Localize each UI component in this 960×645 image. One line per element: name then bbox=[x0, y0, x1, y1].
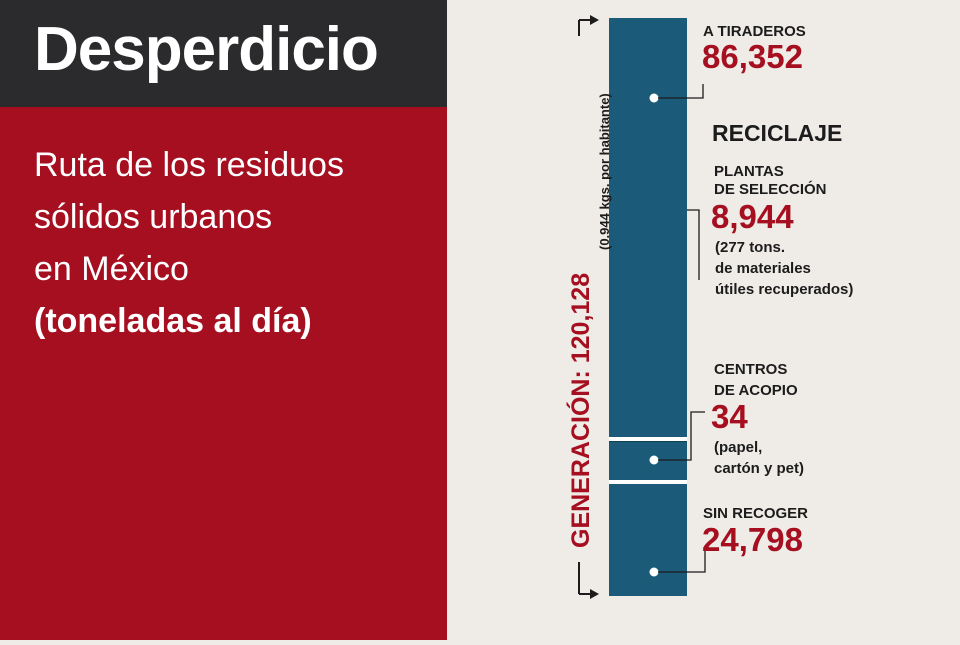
subtitle-line-1: Ruta de los residuos bbox=[34, 146, 344, 184]
segment-label-4-line-1: SIN RECOGER bbox=[703, 505, 808, 522]
bracket-bottom-arrow bbox=[590, 589, 599, 599]
dot-acopio bbox=[649, 455, 659, 465]
leader-sin-recoger bbox=[658, 548, 706, 573]
leader-acopio bbox=[658, 411, 705, 461]
segment-note-3-line-2: cartón y pet) bbox=[714, 460, 804, 477]
subtitle-panel: Ruta de los residuos sólidos urbanos en … bbox=[0, 107, 447, 640]
title-bar: Desperdicio bbox=[0, 0, 447, 107]
generation-bar bbox=[609, 18, 687, 596]
segment-value-2: 8,944 bbox=[711, 198, 794, 235]
segment-note-2-line-2: de materiales bbox=[715, 260, 811, 277]
dot-sin-recoger bbox=[649, 567, 659, 577]
subtitle-line-3: en México bbox=[34, 250, 189, 288]
bar-separator-1 bbox=[609, 437, 687, 441]
section-heading-reciclaje: RECICLAJE bbox=[712, 120, 842, 146]
dot-tiraderos bbox=[649, 93, 659, 103]
leader-tiraderos bbox=[658, 84, 704, 99]
page-title: Desperdicio bbox=[34, 15, 379, 84]
segment-label-3-line-2: DE ACOPIO bbox=[714, 382, 798, 399]
bar-separator-2 bbox=[609, 480, 687, 484]
total-generation-label: GENERACIÓN: 120,128 bbox=[565, 273, 595, 548]
segment-value-1: 86,352 bbox=[702, 38, 803, 75]
segment-label-1-line-1: A TIRADEROS bbox=[703, 23, 806, 40]
subtitle-line-2: sólidos urbanos bbox=[34, 198, 273, 236]
bracket-top-arrow bbox=[590, 15, 599, 25]
leader-plantas bbox=[687, 209, 700, 280]
segment-label-3-line-1: CENTROS bbox=[714, 361, 787, 378]
segment-value-3: 34 bbox=[711, 398, 748, 435]
total-note: (0.944 kgs. por habitante) bbox=[597, 93, 612, 250]
segment-note-2-line-3: útiles recuperados) bbox=[715, 281, 853, 298]
segment-note-2-line-1: (277 tons. bbox=[715, 239, 785, 256]
bar-segment-thin bbox=[609, 441, 687, 442]
chart-area: GENERACIÓN: 120,128 (0.944 kgs. por habit… bbox=[447, 0, 960, 640]
subtitle-line-4: (toneladas al día) bbox=[34, 302, 312, 340]
segment-label-2-line-1: PLANTAS bbox=[714, 163, 784, 180]
waste-flow-chart: GENERACIÓN: 120,128 (0.944 kgs. por habit… bbox=[565, 15, 853, 599]
segment-value-4: 24,798 bbox=[702, 521, 803, 558]
segment-note-3-line-1: (papel, bbox=[714, 439, 762, 456]
segment-label-2-line-2: DE SELECCIÓN bbox=[714, 180, 827, 198]
